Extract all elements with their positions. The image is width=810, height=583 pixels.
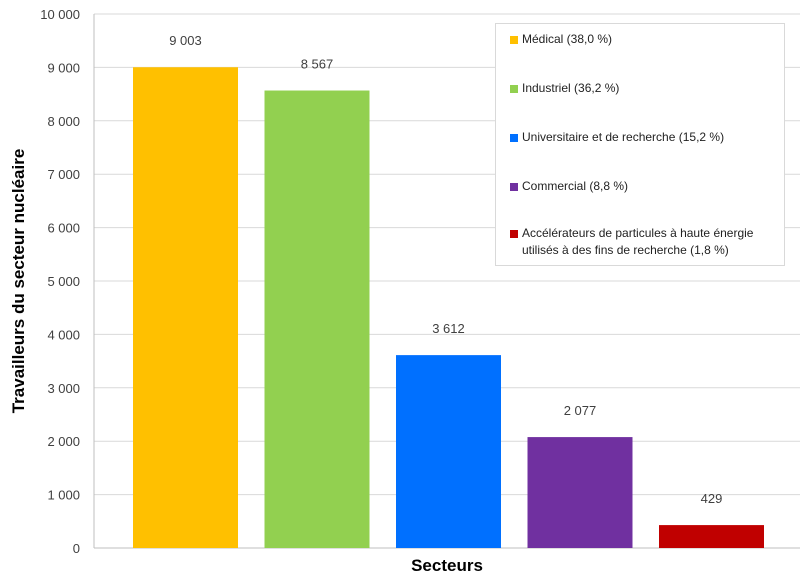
data-label: 9 003	[169, 33, 202, 48]
y-tick-label: 1 000	[47, 488, 80, 503]
y-axis-title: Travailleurs du secteur nucléaire	[9, 149, 28, 414]
y-tick-label: 2 000	[47, 434, 80, 449]
legend-label: Médical (38,0 %)	[522, 32, 613, 46]
y-tick-label: 3 000	[47, 381, 80, 396]
y-tick-label: 6 000	[47, 221, 80, 236]
legend-swatch	[510, 85, 518, 93]
legend-item: Universitaire et de recherche (15,2 %)	[510, 129, 778, 146]
bar	[264, 90, 370, 548]
legend-item: Médical (38,0 %)	[510, 31, 778, 48]
legend-swatch	[510, 183, 518, 191]
legend-label: Accélérateurs de particules à haute éner…	[522, 226, 754, 257]
legend-swatch	[510, 230, 518, 238]
bar	[659, 525, 764, 548]
data-label: 429	[701, 491, 723, 506]
bar	[527, 437, 633, 548]
bar	[133, 67, 238, 548]
x-axis-title: Secteurs	[411, 556, 483, 575]
data-label: 8 567	[301, 57, 334, 72]
legend-label: Commercial (8,8 %)	[522, 179, 629, 193]
legend-swatch	[510, 36, 518, 44]
y-tick-label: 8 000	[47, 114, 80, 129]
legend-label: Industriel (36,2 %)	[522, 81, 620, 95]
y-tick-label: 0	[73, 541, 80, 556]
legend-item: Industriel (36,2 %)	[510, 80, 778, 97]
y-tick-label: 4 000	[47, 327, 80, 342]
legend-item: Commercial (8,8 %)	[510, 178, 778, 195]
legend: Médical (38,0 %) Industriel (36,2 %) Unive…	[495, 23, 785, 266]
legend-item: Accélérateurs de particules à haute éner…	[510, 225, 778, 259]
legend-label: Universitaire et de recherche (15,2 %)	[522, 130, 725, 144]
data-label: 3 612	[432, 321, 465, 336]
bar	[396, 355, 501, 548]
y-tick-label: 9 000	[47, 60, 80, 75]
legend-swatch	[510, 134, 518, 142]
y-tick-label: 5 000	[47, 274, 80, 289]
y-tick-label: 10 000	[40, 7, 80, 22]
data-label: 2 077	[564, 403, 597, 418]
y-tick-label: 7 000	[47, 167, 80, 182]
